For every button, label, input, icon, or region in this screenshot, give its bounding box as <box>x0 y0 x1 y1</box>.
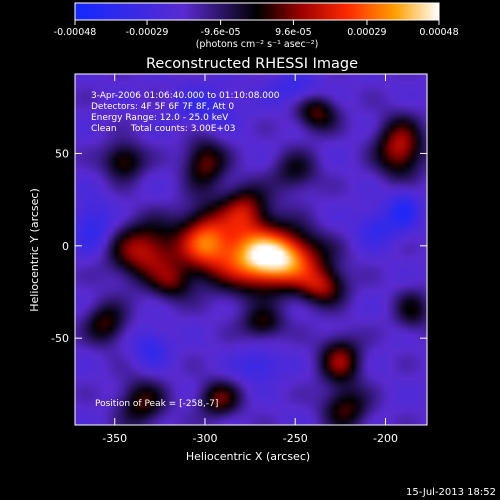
y-tick-label: -50 <box>51 332 69 345</box>
annotation-clean-counts: Clean Total counts: 3.00E+03 <box>91 124 235 134</box>
footer-timestamp: 15-Jul-2013 18:52 <box>406 487 496 498</box>
annotation-time-range: 3-Apr-2006 01:06:40.000 to 01:10:08.000 <box>91 91 280 101</box>
colorbar-tick-label: 0.00048 <box>419 27 458 38</box>
colorbar-tick-label: -9.6e-05 <box>201 27 241 38</box>
x-axis-ticks: -350 -300 -250 -200 <box>102 74 398 445</box>
x-axis-label: Heliocentric X (arcsec) <box>186 450 310 463</box>
heatmap-raster <box>75 74 427 425</box>
colorbar-tick-label: -0.00048 <box>54 27 97 38</box>
y-axis-ticks: -50 0 50 <box>51 147 427 345</box>
x-tick-label: -250 <box>283 432 308 445</box>
colorbar-ticks: -0.00048 -0.00029 -9.6e-05 9.6e-05 0.00029 0.… <box>54 20 459 38</box>
x-tick-label: -350 <box>102 432 127 445</box>
x-tick-label: -300 <box>192 432 217 445</box>
peak-position-label: Position of Peak = [-258,-7] <box>95 399 218 409</box>
colorbar-tick-label: 0.00029 <box>347 27 386 38</box>
y-axis-label: Heliocentric Y (arcsec) <box>28 188 41 312</box>
annotation-detectors: Detectors: 4F 5F 6F 7F 8F, Att 0 <box>91 102 234 112</box>
annotation-energy-range: Energy Range: 12.0 - 25.0 keV <box>91 113 229 123</box>
colorbar <box>74 2 440 21</box>
colorbar-tick-label: -0.00029 <box>126 27 169 38</box>
y-tick-label: 0 <box>62 240 69 253</box>
chart-title: Reconstructed RHESSI Image <box>146 56 358 72</box>
y-tick-label: 50 <box>55 147 69 160</box>
colorbar-tick-label: 9.6e-05 <box>275 27 311 38</box>
annotation-block: 3-Apr-2006 01:06:40.000 to 01:10:08.000 … <box>91 91 280 134</box>
heatmap-image <box>75 74 427 425</box>
plot-frame <box>74 73 428 426</box>
colorbar-unit-label: (photons cm⁻² s⁻¹ asec⁻²) <box>196 39 319 50</box>
x-tick-label: -200 <box>373 432 398 445</box>
